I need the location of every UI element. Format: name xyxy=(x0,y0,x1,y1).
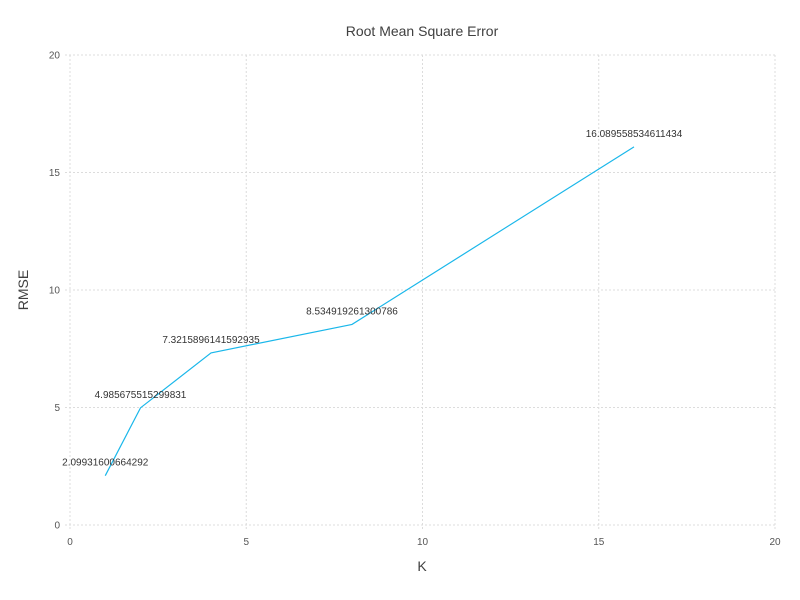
x-tick-label: 15 xyxy=(593,537,605,548)
data-label: 2.09931600664292 xyxy=(62,458,149,469)
y-tick-label: 10 xyxy=(49,286,61,297)
y-tick-label: 15 xyxy=(49,168,61,179)
data-label: 7.3215896141592935 xyxy=(162,335,260,346)
y-tick-label: 5 xyxy=(54,403,60,414)
x-axis-label: K xyxy=(417,558,427,574)
series-line xyxy=(104,146,635,476)
x-tick-label: 5 xyxy=(243,537,249,548)
x-tick-label: 0 xyxy=(67,537,73,548)
x-tick-label: 20 xyxy=(769,537,781,548)
y-tick-label: 0 xyxy=(54,521,60,532)
chart-title: Root Mean Square Error xyxy=(346,23,499,39)
data-label: 4.985675515299831 xyxy=(95,390,187,401)
y-axis-ticks: 0 5 10 15 20 xyxy=(49,51,61,532)
x-axis-ticks: 0 5 10 15 20 xyxy=(67,537,781,548)
y-tick-label: 20 xyxy=(49,51,61,62)
series-layer xyxy=(104,146,635,476)
data-label: 8.534919261300786 xyxy=(306,306,398,317)
data-labels: 2.09931600664292 4.985675515299831 7.32158… xyxy=(62,129,683,469)
y-axis-label: RMSE xyxy=(15,270,31,310)
grid xyxy=(65,54,776,530)
x-tick-label: 10 xyxy=(417,537,429,548)
data-label: 16.089558534611434 xyxy=(586,129,683,140)
